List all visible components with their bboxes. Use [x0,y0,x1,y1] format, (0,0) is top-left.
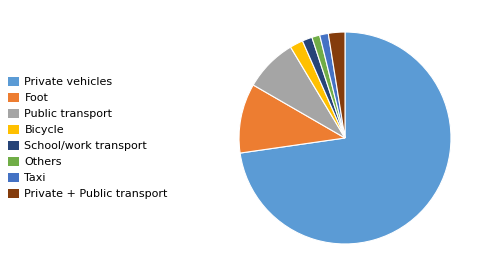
Wedge shape [239,85,345,153]
Wedge shape [312,35,345,138]
Wedge shape [290,41,345,138]
Wedge shape [328,32,345,138]
Wedge shape [253,47,345,138]
Wedge shape [320,33,345,138]
Legend: Private vehicles, Foot, Public transport, Bicycle, School/work transport, Others: Private vehicles, Foot, Public transport… [6,75,170,201]
Wedge shape [302,37,345,138]
Wedge shape [240,32,451,244]
